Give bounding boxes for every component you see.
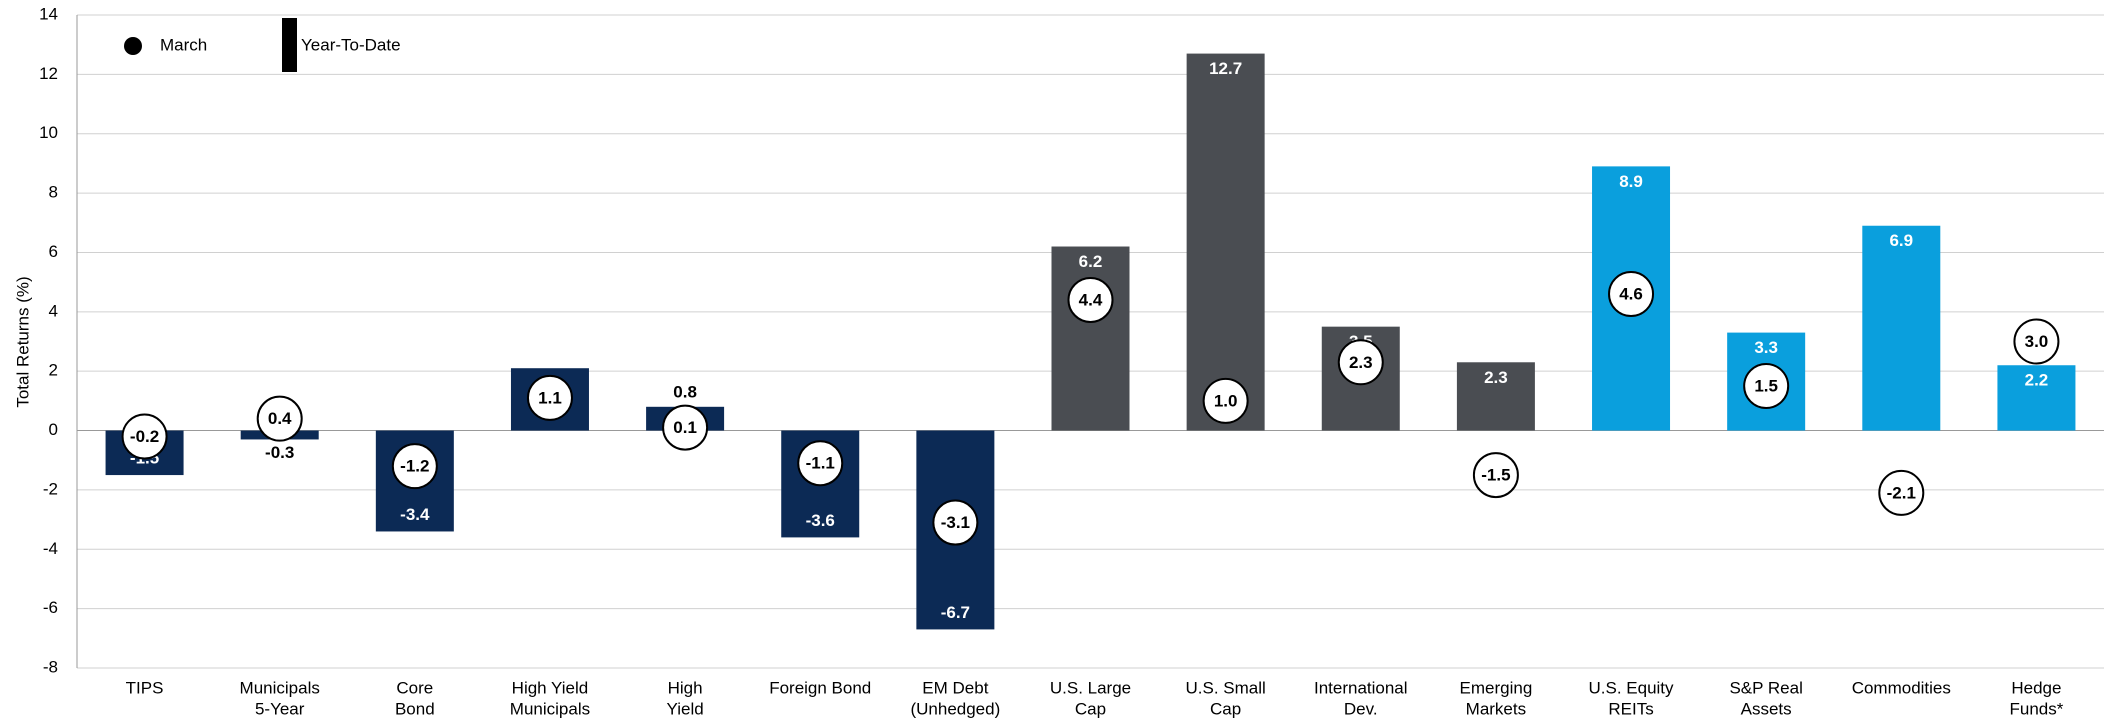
bar-value-label: -6.7 [941, 603, 970, 622]
march-marker [391, 443, 438, 490]
marker-value-label: -0.2 [130, 427, 159, 446]
march-marker [526, 374, 573, 421]
x-tick-label: Assets [1741, 699, 1792, 718]
bar [1456, 362, 1535, 431]
marker-value-label: 3.0 [2025, 332, 2049, 351]
bar-value-label: 12.7 [1209, 59, 1242, 78]
x-tick-label: EM Debt [922, 678, 988, 697]
marker-value-label: -1.2 [400, 457, 429, 476]
y-tick-label: 2 [49, 361, 58, 380]
legend-label: March [160, 35, 207, 54]
x-tick-label: Municipals [510, 699, 590, 718]
y-axis-label: Total Returns (%) [13, 276, 32, 407]
bar-value-label: -3.4 [400, 505, 430, 524]
y-tick-label: -8 [43, 657, 58, 676]
marker-value-label: -2.1 [1887, 483, 1916, 502]
x-tick-label: (Unhedged) [910, 699, 1000, 718]
march-marker [797, 440, 844, 487]
legend-ytd-symbol [282, 18, 297, 72]
x-tick-label: U.S. Equity [1589, 678, 1675, 697]
x-tick-label: U.S. Large [1050, 678, 1131, 697]
x-tick-label: Cap [1075, 699, 1106, 718]
x-tick-label: Dev. [1344, 699, 1378, 718]
x-tick-label: 5-Year [255, 699, 305, 718]
x-tick-label: Foreign Bond [769, 678, 871, 697]
y-tick-label: 8 [49, 183, 58, 202]
bar [1051, 246, 1130, 431]
x-tick-label: REITs [1608, 699, 1653, 718]
x-tick-label: U.S. Small [1185, 678, 1265, 697]
march-marker [1878, 469, 1925, 516]
marker-value-label: 1.1 [538, 388, 562, 407]
y-tick-label: -4 [43, 539, 58, 558]
bar [1997, 365, 2076, 431]
marker-value-label: 2.3 [1349, 353, 1373, 372]
bar [1862, 225, 1941, 431]
legend-label: Year-To-Date [301, 35, 401, 54]
x-tick-label: Cap [1210, 699, 1241, 718]
march-marker [1067, 276, 1114, 323]
y-tick-label: 12 [39, 64, 58, 83]
marker-value-label: -1.1 [806, 454, 835, 473]
bar-value-label: -3.6 [806, 511, 835, 530]
x-tick-label: TIPS [126, 678, 164, 697]
x-tick-label: Bond [395, 699, 435, 718]
march-marker [932, 499, 979, 546]
march-marker [121, 413, 168, 460]
marker-value-label: 4.6 [1619, 284, 1643, 303]
bar-value-label: -0.3 [265, 443, 294, 462]
y-tick-label: 10 [39, 123, 58, 142]
y-tick-label: -2 [43, 479, 58, 498]
x-tick-label: Core [396, 678, 433, 697]
y-tick-label: 0 [49, 420, 58, 439]
legend-march-symbol [124, 37, 142, 55]
x-tick-label: High [668, 678, 703, 697]
y-tick-label: 14 [39, 4, 58, 23]
bar [1186, 53, 1265, 431]
x-tick-label: Markets [1466, 699, 1526, 718]
marker-value-label: 0.4 [268, 409, 292, 428]
y-tick-label: 6 [49, 242, 58, 261]
march-marker [1608, 271, 1655, 318]
marker-value-label: 1.5 [1754, 377, 1778, 396]
y-tick-label: 4 [49, 301, 58, 320]
bar-value-label: 8.9 [1619, 172, 1643, 191]
x-tick-label: Funds* [2009, 699, 2063, 718]
x-tick-label: Municipals [240, 678, 320, 697]
x-tick-label: Emerging [1460, 678, 1533, 697]
marker-value-label: 1.0 [1214, 391, 1238, 410]
marker-value-label: -1.5 [1481, 466, 1510, 485]
march-marker [256, 395, 303, 442]
march-marker [1743, 363, 1790, 410]
x-tick-label: Hedge [2011, 678, 2061, 697]
x-tick-label: High Yield [512, 678, 589, 697]
march-marker [1472, 452, 1519, 499]
march-marker [2013, 318, 2060, 365]
bar-value-label: 2.2 [2025, 371, 2049, 390]
x-tick-label: Commodities [1852, 678, 1951, 697]
bar-value-label: 6.9 [1889, 231, 1913, 250]
bar-value-label: 3.3 [1754, 338, 1778, 357]
bar-value-label: 6.2 [1079, 252, 1103, 271]
x-tick-label: S&P Real [1729, 678, 1802, 697]
marker-value-label: -3.1 [941, 513, 970, 532]
x-tick-label: Yield [667, 699, 704, 718]
bar-value-label: 0.8 [673, 382, 697, 401]
march-marker [1202, 377, 1249, 424]
marker-value-label: 4.4 [1079, 290, 1103, 309]
marker-value-label: 0.1 [673, 418, 697, 437]
march-marker [1337, 339, 1384, 386]
bar-value-label: 2.3 [1484, 368, 1508, 387]
y-tick-label: -6 [43, 598, 58, 617]
march-marker [662, 404, 709, 451]
x-tick-label: International [1314, 678, 1408, 697]
